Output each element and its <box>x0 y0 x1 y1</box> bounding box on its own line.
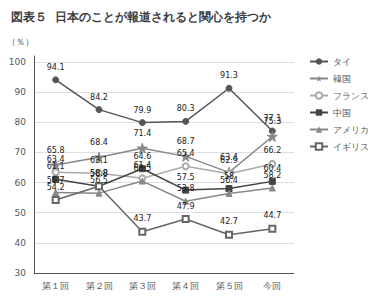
svg-text:65.4: 65.4 <box>177 149 195 158</box>
svg-text:66.2: 66.2 <box>263 146 281 155</box>
svg-text:43.7: 43.7 <box>133 214 151 223</box>
svg-text:中国: 中国 <box>333 108 351 118</box>
svg-text:韓国: 韓国 <box>333 74 351 84</box>
svg-text:57.5: 57.5 <box>177 173 195 182</box>
svg-text:79.9: 79.9 <box>133 106 151 115</box>
svg-text:フランス: フランス <box>333 91 369 101</box>
svg-text:58.8: 58.8 <box>90 169 108 178</box>
svg-text:第３回: 第３回 <box>129 281 156 291</box>
svg-text:42.7: 42.7 <box>220 217 238 226</box>
svg-text:64.6: 64.6 <box>133 152 151 161</box>
svg-text:65.8: 65.8 <box>47 146 65 155</box>
svg-text:56.7: 56.7 <box>46 175 65 185</box>
svg-text:40: 40 <box>15 238 27 248</box>
svg-text:84.2: 84.2 <box>90 93 108 102</box>
svg-text:60.4: 60.4 <box>263 164 282 174</box>
svg-text:62.9: 62.9 <box>220 156 238 165</box>
svg-text:今回: 今回 <box>263 281 281 291</box>
svg-text:68.4: 68.4 <box>90 138 108 147</box>
svg-text:58.8: 58.8 <box>90 169 108 178</box>
svg-text:90: 90 <box>15 87 27 97</box>
svg-text:63.1: 63.1 <box>90 156 108 165</box>
svg-text:第５回: 第５回 <box>216 281 243 291</box>
svg-text:91.3: 91.3 <box>220 71 238 80</box>
svg-text:47.9: 47.9 <box>177 202 195 211</box>
svg-text:80: 80 <box>15 117 27 127</box>
svg-text:60.5: 60.5 <box>133 164 151 173</box>
svg-text:71.4: 71.4 <box>133 129 151 138</box>
svg-text:58.2: 58.2 <box>263 171 281 180</box>
svg-text:80.3: 80.3 <box>177 104 195 113</box>
svg-text:54.2: 54.2 <box>47 183 65 192</box>
svg-text:アメリカ: アメリカ <box>333 125 369 135</box>
svg-text:第４回: 第４回 <box>172 281 199 291</box>
svg-text:図表５ 日本のことが報道されると関心を持つか: 図表５ 日本のことが報道されると関心を持つか <box>11 10 272 24</box>
svg-text:56.5: 56.5 <box>90 176 108 186</box>
svg-text:（％）: （％） <box>7 37 34 47</box>
svg-text:50: 50 <box>15 208 27 218</box>
svg-text:53.8: 53.8 <box>177 184 195 193</box>
svg-text:94.1: 94.1 <box>47 63 65 72</box>
svg-text:30: 30 <box>15 268 27 278</box>
svg-text:63.4: 63.4 <box>46 154 65 164</box>
svg-text:68.7: 68.7 <box>177 137 195 146</box>
svg-text:第２回: 第２回 <box>86 281 113 291</box>
svg-text:70: 70 <box>15 147 27 157</box>
svg-text:75.3: 75.3 <box>263 117 281 126</box>
svg-text:44.7: 44.7 <box>263 211 281 220</box>
svg-text:56.4: 56.4 <box>220 176 238 185</box>
svg-text:60: 60 <box>15 178 27 188</box>
svg-text:第１回: 第１回 <box>42 281 69 291</box>
svg-text:100: 100 <box>9 57 26 67</box>
svg-text:61.1: 61.1 <box>47 162 65 171</box>
svg-text:タイ: タイ <box>333 57 351 67</box>
svg-text:イギリス: イギリス <box>333 142 369 152</box>
